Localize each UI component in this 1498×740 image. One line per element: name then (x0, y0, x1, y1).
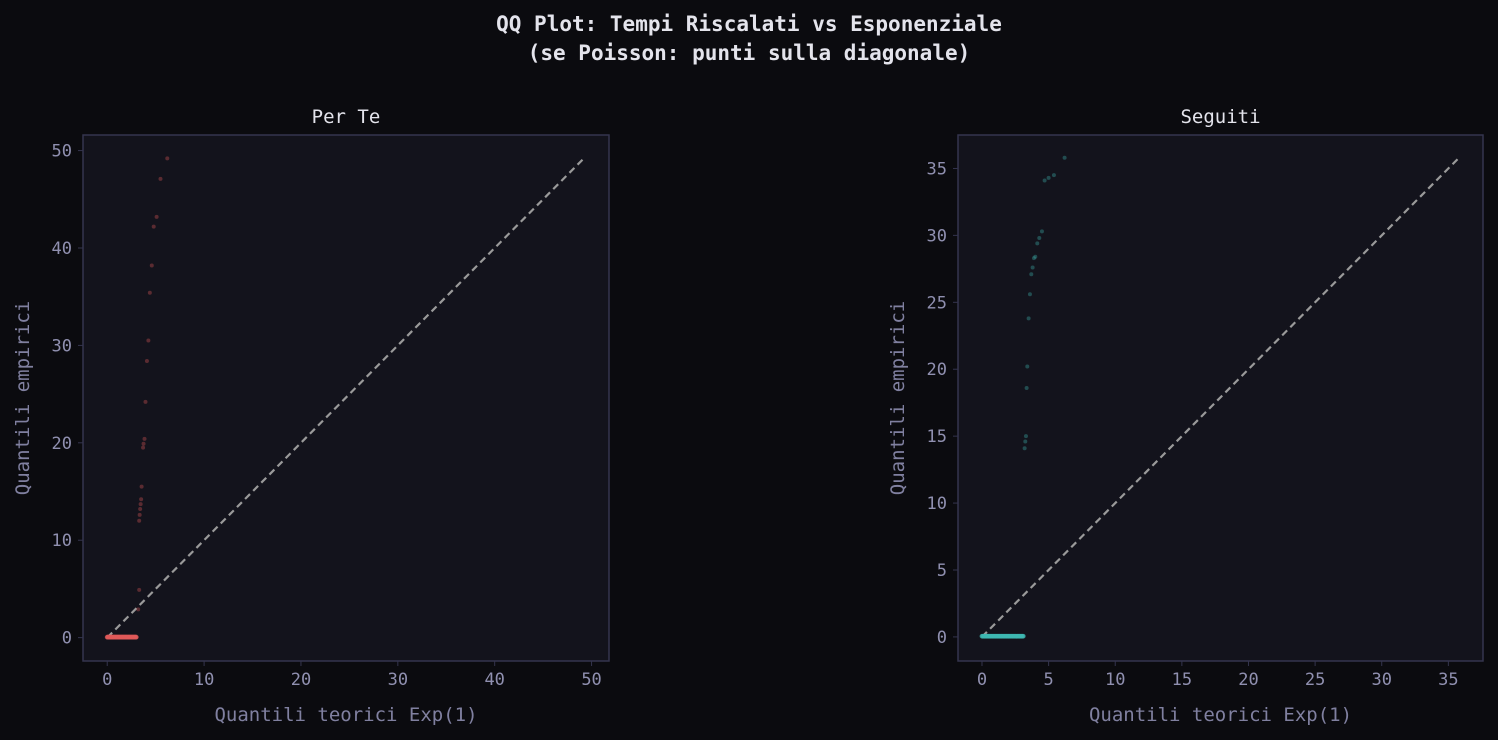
subplot-2: 0 5 10 15 20 25 30 35 0 5 10 15 20 25 30 35 Seguiti Quant… (887, 106, 1484, 726)
data-point (1025, 364, 1030, 369)
data-point (1031, 256, 1036, 261)
data-point (1022, 446, 1027, 451)
data-point (137, 518, 142, 523)
y-tick-label: 25 (927, 293, 947, 313)
data-point (141, 441, 146, 446)
data-point (1042, 178, 1047, 183)
subplot-1: 0 10 20 30 40 50 0 10 20 30 40 50 Per Te Quantili teo… (12, 106, 610, 726)
x-tick-label: 20 (291, 670, 311, 690)
data-point (139, 497, 144, 502)
data-point (1039, 229, 1044, 234)
data-point (139, 484, 144, 489)
y-tick-label: 0 (937, 628, 947, 648)
data-point (149, 263, 154, 268)
data-point (142, 436, 147, 441)
data-point (165, 156, 170, 161)
data-point (133, 634, 139, 640)
x-tick-label: 0 (977, 670, 987, 690)
x-axis-label: Quantili teorici Exp(1) (214, 704, 477, 726)
data-point (1051, 173, 1056, 178)
x-tick-label: 10 (194, 670, 214, 690)
figure-title-line-2: (se Poisson: punti sulla diagonale) (527, 41, 971, 65)
x-axis-label: Quantili teorici Exp(1) (1089, 704, 1352, 726)
y-tick-label: 20 (927, 360, 947, 380)
data-point (158, 176, 163, 181)
axes-frame (957, 134, 1484, 662)
x-tick-label: 40 (484, 670, 504, 690)
y-tick-label: 10 (927, 494, 947, 514)
data-point (1035, 241, 1040, 246)
subplot-title: Per Te (312, 106, 381, 128)
y-tick-label: 20 (52, 434, 72, 454)
y-tick-label: 30 (52, 336, 72, 356)
data-point (154, 214, 159, 219)
y-axis-label: Quantili empirici (12, 301, 34, 495)
data-point (1030, 265, 1035, 270)
x-tick-label: 0 (102, 670, 112, 690)
y-tick-label: 30 (927, 226, 947, 246)
data-point (1033, 254, 1038, 259)
data-point (1046, 175, 1051, 180)
data-point (1029, 272, 1034, 277)
data-point (138, 507, 143, 512)
diagonal-line (106, 157, 585, 639)
x-tick-label: 20 (1238, 670, 1258, 690)
x-tick-label: 30 (388, 670, 408, 690)
y-axis-label: Quantili empirici (887, 301, 909, 495)
y-tick-label: 35 (927, 159, 947, 179)
data-point (1020, 633, 1026, 639)
data-point (138, 502, 143, 507)
x-tick-label: 30 (1371, 670, 1391, 690)
y-tick-label: 0 (62, 629, 72, 649)
y-tick-label: 50 (52, 142, 72, 162)
data-point (141, 445, 146, 450)
figure-title: QQ Plot: Tempi Riscalati vs Esponenziale… (0, 10, 1498, 68)
data-point (1023, 439, 1028, 444)
data-point (147, 290, 152, 295)
data-point (137, 512, 142, 517)
data-point (137, 587, 142, 592)
data-point (1027, 292, 1032, 297)
diagonal-line (981, 158, 1459, 638)
data-point (146, 338, 151, 343)
data-point (1024, 385, 1029, 390)
data-point (1023, 434, 1028, 439)
x-tick-label: 10 (1105, 670, 1125, 690)
subplot-title: Seguiti (1180, 106, 1260, 128)
figure-title-line-1: QQ Plot: Tempi Riscalati vs Esponenziale (496, 12, 1002, 36)
y-tick-label: 40 (52, 239, 72, 259)
y-tick-label: 15 (927, 427, 947, 447)
data-point (136, 607, 141, 612)
y-tick-label: 10 (52, 531, 72, 551)
x-tick-label: 15 (1172, 670, 1192, 690)
data-point (1062, 155, 1067, 160)
data-point (143, 399, 148, 404)
data-point (1026, 316, 1031, 321)
y-tick-label: 5 (937, 561, 947, 581)
x-tick-label: 5 (1043, 670, 1053, 690)
axes-frame (82, 134, 610, 662)
x-tick-label: 25 (1305, 670, 1325, 690)
data-point (151, 224, 156, 229)
x-tick-label: 50 (581, 670, 601, 690)
x-tick-label: 35 (1438, 670, 1458, 690)
data-point (144, 358, 149, 363)
data-point (1037, 236, 1042, 241)
